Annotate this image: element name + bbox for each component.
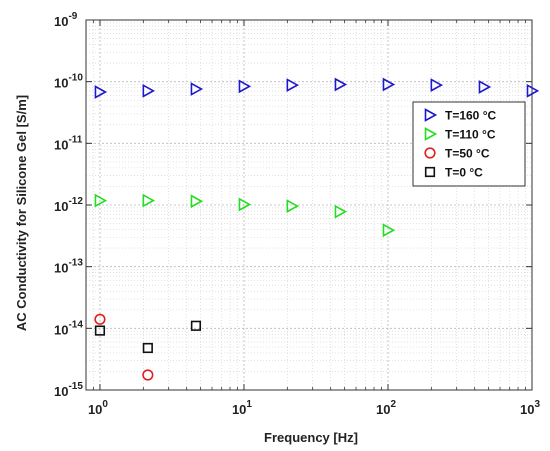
data-point [382, 77, 396, 92]
y-tick-label: 10-15 [54, 381, 83, 399]
data-point [94, 85, 108, 99]
x-tick-label: 100 [88, 399, 108, 417]
data-point [238, 79, 252, 94]
x-tick-label: 101 [232, 399, 252, 417]
x-tick-label: 103 [520, 399, 540, 417]
y-tick-label: 10-12 [54, 196, 83, 214]
data-point [238, 197, 252, 212]
series-0 [94, 77, 540, 99]
legend-entry: T=160 °C [445, 109, 496, 123]
y-tick-label: 10-14 [54, 319, 83, 337]
data-point [382, 223, 396, 238]
data-point [190, 82, 204, 96]
data-point [190, 320, 202, 331]
data-point [94, 313, 106, 325]
series-3 [94, 320, 202, 354]
data-point [526, 83, 540, 98]
data-point [334, 77, 348, 92]
y-tick-label: 10-13 [54, 258, 83, 276]
legend-marker [424, 166, 436, 178]
data-point [142, 342, 153, 354]
data-point [478, 80, 492, 94]
x-axis-label: Frequency [Hz] [264, 430, 358, 445]
data-point [190, 194, 204, 209]
legend-box [412, 101, 526, 187]
series-1 [94, 193, 396, 238]
data-point [286, 78, 300, 92]
plot-area [86, 20, 532, 390]
series-2 [94, 313, 154, 381]
legend-entry: T=110 °C [445, 128, 496, 142]
y-tick-label: 10-9 [54, 11, 78, 29]
data-point [286, 199, 300, 213]
data-point [142, 193, 155, 208]
data-marks [94, 77, 540, 381]
data-point [142, 83, 155, 98]
x-tick-label: 102 [376, 399, 396, 417]
data-point [94, 193, 108, 208]
legend-marker [424, 127, 438, 141]
legend: T=160 °C T=110 °C T=50 °C T=0 °C [412, 101, 526, 187]
y-tick-label: 10-10 [54, 73, 83, 91]
legend-marker [424, 108, 438, 122]
data-point [334, 204, 348, 219]
legend-entry: T=0 °C [445, 166, 483, 180]
data-point [142, 369, 154, 381]
axes: 100 101 102 103 10-15 10-14 10-13 10-12 10-11 10-… [54, 11, 540, 417]
grid [86, 19, 533, 391]
y-axis-label: AC Conductivity for Silicone Gel [S/m] [14, 95, 29, 331]
data-point [430, 78, 444, 92]
data-point [94, 325, 106, 336]
legend-marker [424, 147, 436, 159]
legend-entry: T=50 °C [445, 147, 490, 161]
y-tick-label: 10-11 [54, 134, 83, 152]
